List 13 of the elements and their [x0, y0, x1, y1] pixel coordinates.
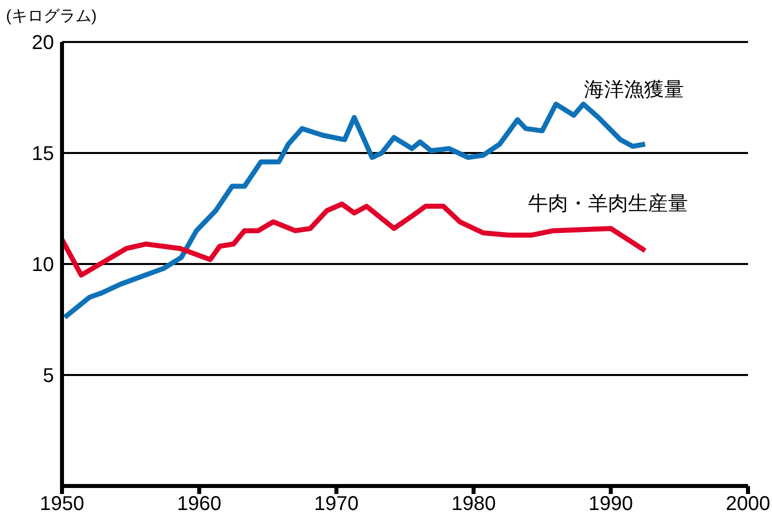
- x-tick-label: 1990: [588, 493, 634, 516]
- x-tick-label: 1960: [176, 493, 222, 516]
- y-tick-label: 5: [42, 365, 54, 388]
- y-tick-label: 20: [32, 32, 54, 54]
- x-tick-label: 2000: [726, 493, 770, 516]
- y-tick-label: 10: [32, 254, 54, 276]
- series-label: 牛肉・羊肉生産量: [528, 192, 688, 217]
- y-axis-title: (キログラム): [6, 7, 97, 27]
- x-tick-label: 1950: [40, 493, 84, 516]
- series-label: 海洋漁獲量: [584, 78, 684, 103]
- y-tick-label: 15: [32, 143, 54, 166]
- x-tick-label: 1980: [451, 493, 496, 516]
- x-tick-label: 1970: [314, 493, 359, 516]
